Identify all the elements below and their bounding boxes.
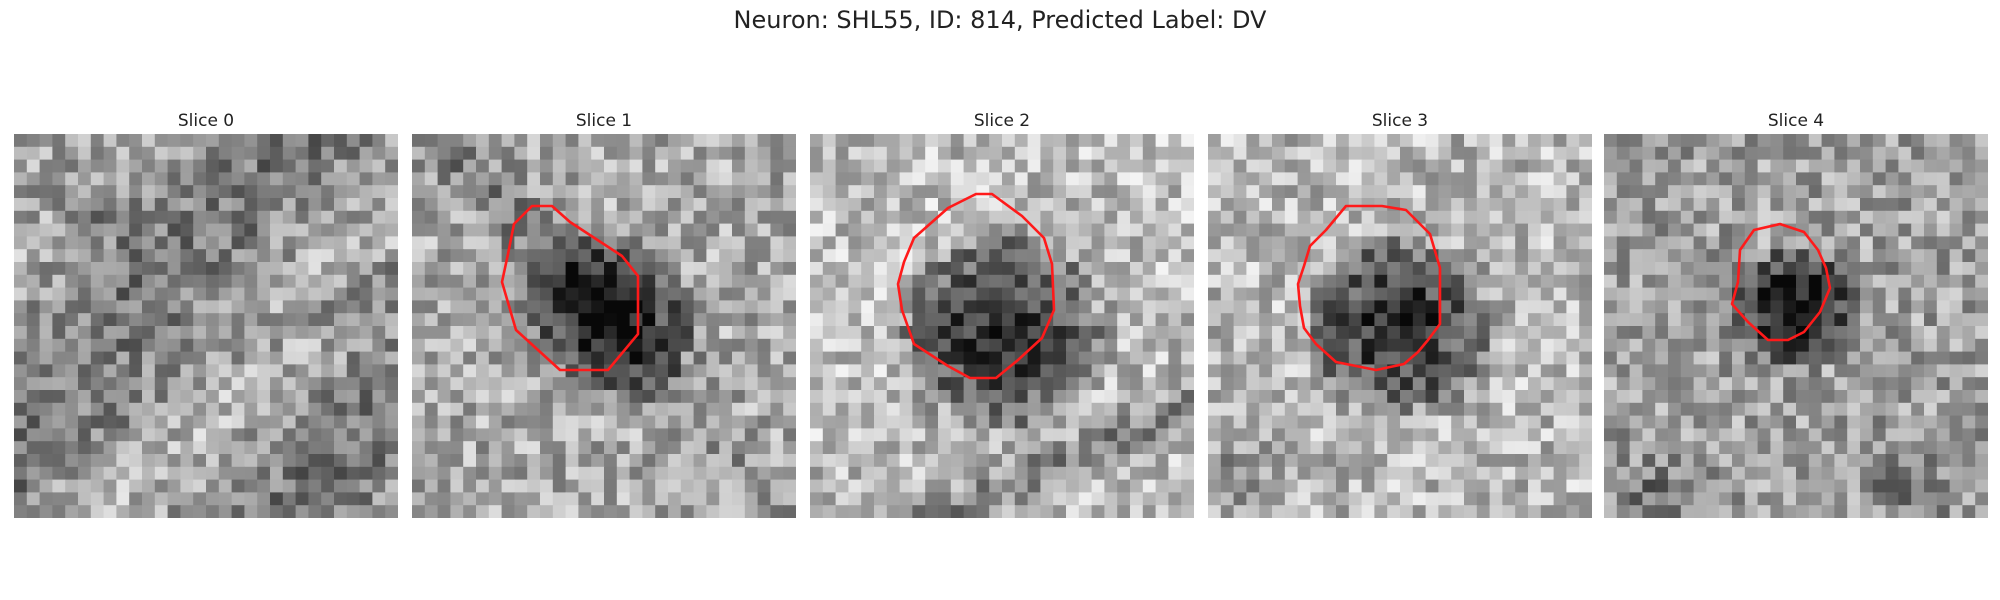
- slice-panel-1: Slice 1: [412, 108, 796, 518]
- slice-title: Slice 2: [973, 111, 1031, 131]
- slice-image: [810, 134, 1194, 518]
- slice-title: Slice 0: [177, 111, 235, 131]
- slice-panel-2: Slice 2: [810, 108, 1194, 518]
- slice-panel-3: Slice 3: [1208, 108, 1592, 518]
- segmentation-contour: [1730, 222, 1832, 342]
- slice-image: [14, 134, 398, 518]
- slice-title: Slice 1: [575, 111, 633, 131]
- slice-panel-0: Slice 0: [14, 108, 398, 518]
- slice-image: [1604, 134, 1988, 518]
- slice-title: Slice 4: [1767, 111, 1825, 131]
- segmentation-contour: [1296, 204, 1442, 372]
- segmentation-contour: [896, 192, 1056, 380]
- slice-panel-4: Slice 4: [1604, 108, 1988, 518]
- slice-title: Slice 3: [1371, 111, 1429, 131]
- figure-title: Neuron: SHL55, ID: 814, Predicted Label:…: [733, 6, 1267, 34]
- slice-image: [412, 134, 796, 518]
- segmentation-contour: [500, 204, 640, 372]
- slice-image: [1208, 134, 1592, 518]
